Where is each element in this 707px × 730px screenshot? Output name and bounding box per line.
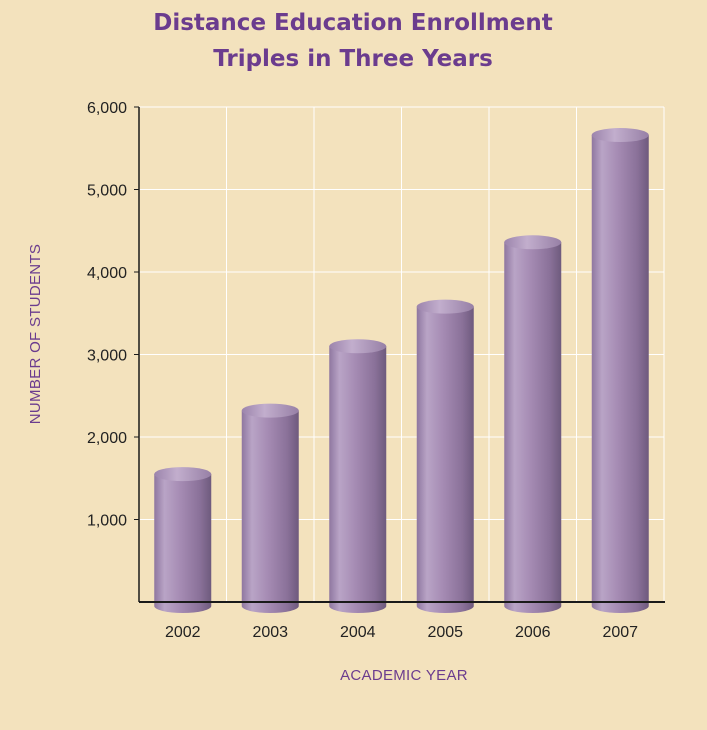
bar-cap [416, 299, 474, 314]
grid [139, 106, 665, 602]
bar-cap [504, 235, 562, 250]
bar-2007 [591, 128, 649, 614]
y-axis-tick-labels: 1,000 2,000 3,000 4,000 5,000 6,000 [87, 100, 127, 530]
x-axis-tick-labels: 2002 2003 2004 2005 2006 2007 [165, 624, 638, 641]
x-tick-label: 2007 [602, 624, 638, 641]
bar-cap [241, 403, 299, 418]
bar-body [329, 346, 387, 614]
y-tick-label: 6,000 [87, 100, 127, 117]
bar-2006 [504, 235, 562, 614]
bar-cap [329, 339, 387, 354]
bar-cap [591, 128, 649, 143]
bars [154, 128, 649, 614]
x-tick-label: 2003 [252, 624, 288, 641]
bar-cap [154, 467, 212, 482]
x-axis-title: ACADEMIC YEAR [340, 667, 468, 684]
x-tick-label: 2004 [340, 624, 376, 641]
bar-body [591, 135, 649, 614]
chart-title-line-2: Triples in Three Years [213, 46, 493, 72]
bar-body [241, 410, 299, 614]
y-tick-label: 2,000 [87, 430, 127, 447]
bar-2003 [241, 403, 299, 614]
y-axis-title: NUMBER OF STUDENTS [27, 244, 44, 424]
y-tick-label: 5,000 [87, 183, 127, 200]
bar-body [416, 306, 474, 613]
x-tick-label: 2006 [515, 624, 551, 641]
x-tick-label: 2005 [427, 624, 463, 641]
axes [134, 106, 665, 603]
bar-2004 [329, 339, 387, 614]
bar-2005 [416, 299, 474, 613]
bar-body [154, 474, 212, 614]
x-tick-label: 2002 [165, 624, 201, 641]
chart-title-line-1: Distance Education Enrollment [153, 10, 553, 36]
bar-2002 [154, 467, 212, 614]
y-tick-label: 1,000 [87, 513, 127, 530]
y-tick-label: 3,000 [87, 348, 127, 365]
y-tick-label: 4,000 [87, 265, 127, 282]
bar-body [504, 242, 562, 614]
